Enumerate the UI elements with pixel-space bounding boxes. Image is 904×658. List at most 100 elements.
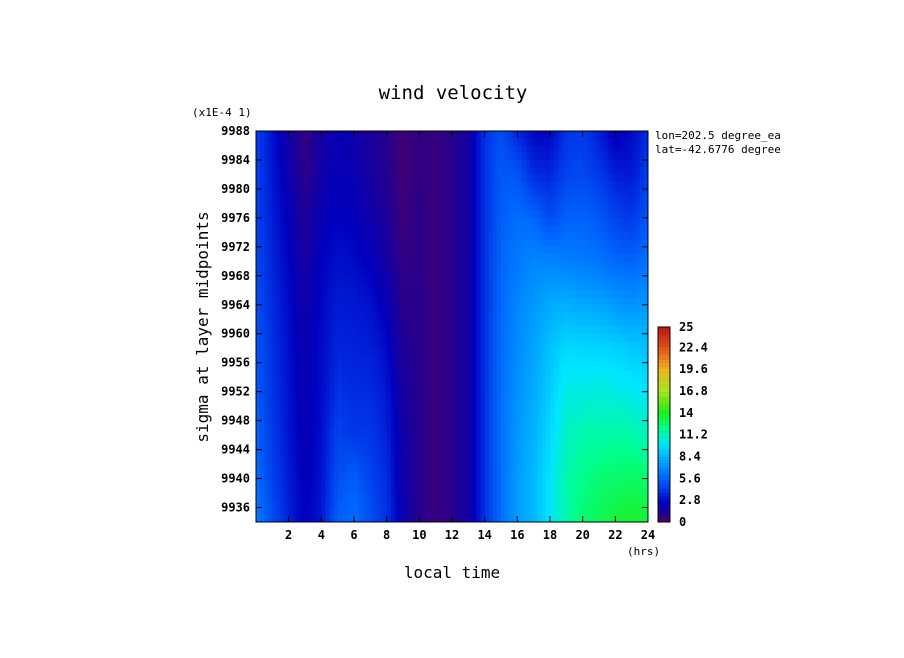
field-cell <box>578 246 584 255</box>
field-cell <box>390 152 396 161</box>
field-cell <box>611 188 616 197</box>
field-cell <box>435 471 441 480</box>
field-cell <box>378 232 384 241</box>
field-cell <box>586 398 592 407</box>
field-cell <box>554 232 559 241</box>
field-cell <box>280 181 286 190</box>
field-cell <box>439 464 445 472</box>
field-cell <box>611 239 616 248</box>
field-cell <box>386 384 392 393</box>
field-cell <box>345 413 351 422</box>
field-cell <box>313 304 318 313</box>
field-cell <box>354 449 359 458</box>
field-cell <box>260 159 265 168</box>
field-cell <box>480 203 486 212</box>
field-cell <box>501 297 506 306</box>
field-cell <box>541 312 547 320</box>
field-cell <box>431 246 437 255</box>
field-cell <box>558 319 563 328</box>
field-cell <box>533 355 539 364</box>
field-cell <box>615 362 621 371</box>
field-cell <box>398 297 404 306</box>
field-cell <box>623 225 629 233</box>
field-cell <box>574 493 580 501</box>
field-cell <box>333 442 339 451</box>
field-cell <box>321 355 327 364</box>
field-cell <box>411 196 416 205</box>
field-cell <box>309 210 314 219</box>
field-cell <box>419 355 425 364</box>
field-cell <box>407 239 412 248</box>
field-cell <box>452 261 457 270</box>
field-cell <box>554 435 559 443</box>
field-cell <box>398 232 404 241</box>
field-cell <box>333 312 339 320</box>
field-cell <box>472 319 478 328</box>
field-cell <box>309 355 314 364</box>
field-cell <box>517 225 523 233</box>
field-cell <box>390 239 396 248</box>
field-cell <box>398 485 404 494</box>
field-cell <box>296 326 302 335</box>
field-cell <box>599 348 604 357</box>
field-cell <box>280 427 286 436</box>
field-cell <box>537 174 543 183</box>
field-cell <box>607 167 612 176</box>
field-cell <box>599 435 604 443</box>
field-cell <box>341 333 347 342</box>
field-cell <box>292 420 298 429</box>
field-cell <box>276 442 282 451</box>
field-cell <box>550 478 555 487</box>
field-cell <box>537 254 543 262</box>
field-cell <box>366 297 371 306</box>
field-cell <box>427 297 433 306</box>
field-cell <box>256 427 261 436</box>
field-cell <box>623 181 629 190</box>
field-cell <box>317 485 322 494</box>
field-cell <box>260 449 265 458</box>
field-cell <box>472 435 478 443</box>
field-cell <box>378 456 384 465</box>
field-cell <box>574 485 580 494</box>
field-cell <box>521 210 527 219</box>
field-cell <box>305 413 310 422</box>
field-cell <box>313 493 318 501</box>
field-cell <box>394 203 400 212</box>
field-cell <box>337 261 343 270</box>
field-cell <box>623 493 629 501</box>
field-cell <box>317 188 322 197</box>
field-cell <box>509 377 514 386</box>
field-cell <box>447 384 453 393</box>
field-cell <box>558 232 563 241</box>
field-cell <box>276 217 282 226</box>
field-cell <box>345 196 351 205</box>
field-cell <box>496 210 502 219</box>
field-cell <box>264 355 269 364</box>
field-cell <box>398 471 404 480</box>
field-cell <box>341 167 347 176</box>
field-cell <box>639 145 645 154</box>
field-cell <box>345 181 351 190</box>
field-cell <box>566 348 572 357</box>
field-cell <box>639 232 645 241</box>
field-cell <box>341 145 347 154</box>
field-cell <box>382 413 388 422</box>
field-cell <box>276 304 282 313</box>
field-cell <box>341 261 347 270</box>
field-cell <box>419 478 425 487</box>
field-cell <box>619 340 625 349</box>
field-cell <box>586 355 592 364</box>
field-cell <box>541 246 547 255</box>
field-cell <box>619 471 625 480</box>
field-cell <box>611 145 616 154</box>
field-cell <box>260 369 265 378</box>
field-cell <box>333 384 339 393</box>
field-cell <box>533 471 539 480</box>
field-cell <box>296 500 302 509</box>
field-cell <box>358 478 363 487</box>
field-cell <box>288 326 294 335</box>
field-cell <box>292 254 298 262</box>
field-cell <box>288 210 294 219</box>
field-cell <box>345 290 351 299</box>
field-cell <box>562 196 567 205</box>
